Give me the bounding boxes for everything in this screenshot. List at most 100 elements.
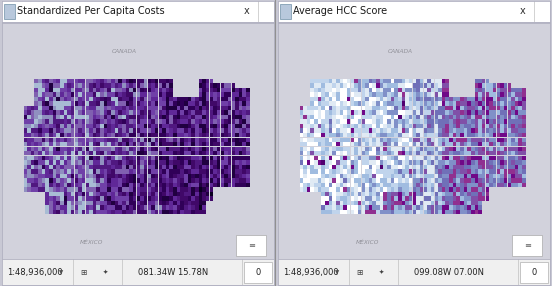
- Bar: [217, 142, 220, 146]
- Bar: [500, 156, 504, 160]
- Bar: [354, 110, 358, 115]
- Bar: [195, 151, 199, 156]
- Bar: [328, 205, 332, 210]
- Bar: [310, 101, 314, 106]
- Bar: [192, 201, 195, 205]
- Bar: [482, 147, 485, 151]
- Bar: [405, 205, 409, 210]
- Bar: [173, 147, 177, 151]
- Bar: [228, 97, 231, 101]
- Bar: [402, 192, 405, 196]
- Bar: [97, 138, 100, 142]
- Bar: [460, 205, 464, 210]
- Bar: [63, 133, 67, 137]
- Bar: [129, 169, 133, 174]
- Bar: [384, 201, 387, 205]
- Bar: [108, 147, 111, 151]
- Bar: [166, 128, 169, 133]
- Bar: [431, 183, 434, 187]
- Bar: [365, 196, 369, 201]
- Bar: [56, 174, 60, 178]
- Bar: [475, 178, 478, 183]
- Bar: [376, 192, 380, 196]
- Bar: [45, 124, 49, 128]
- Bar: [343, 120, 347, 124]
- Bar: [89, 165, 93, 169]
- Bar: [45, 101, 49, 106]
- Bar: [71, 92, 75, 97]
- Bar: [376, 124, 380, 128]
- Bar: [493, 92, 496, 97]
- Bar: [321, 115, 325, 119]
- Bar: [416, 79, 420, 83]
- Bar: [518, 142, 522, 146]
- Bar: [354, 138, 358, 142]
- Bar: [394, 101, 398, 106]
- Bar: [166, 160, 169, 164]
- Bar: [416, 133, 420, 137]
- Bar: [475, 160, 478, 164]
- Bar: [310, 106, 314, 110]
- Bar: [453, 106, 457, 110]
- Bar: [217, 165, 220, 169]
- Bar: [416, 115, 420, 119]
- Bar: [49, 133, 52, 137]
- Bar: [369, 187, 373, 192]
- Bar: [82, 83, 86, 88]
- Bar: [420, 133, 423, 137]
- Bar: [402, 156, 405, 160]
- Bar: [376, 169, 380, 174]
- Bar: [431, 115, 434, 119]
- Bar: [504, 88, 507, 92]
- Bar: [188, 97, 191, 101]
- Bar: [507, 83, 511, 88]
- Bar: [434, 79, 438, 83]
- Bar: [147, 174, 151, 178]
- Bar: [122, 174, 125, 178]
- Bar: [126, 205, 129, 210]
- Bar: [89, 97, 93, 101]
- Bar: [56, 178, 60, 183]
- Bar: [181, 128, 184, 133]
- Bar: [38, 133, 41, 137]
- Bar: [434, 142, 438, 146]
- Bar: [307, 110, 310, 115]
- Bar: [82, 174, 86, 178]
- Bar: [89, 192, 93, 196]
- Bar: [246, 160, 250, 164]
- Bar: [100, 79, 104, 83]
- Bar: [31, 142, 34, 146]
- Bar: [38, 183, 41, 187]
- Bar: [166, 165, 169, 169]
- Bar: [471, 187, 475, 192]
- Bar: [108, 183, 111, 187]
- Bar: [192, 110, 195, 115]
- Bar: [479, 147, 482, 151]
- Bar: [75, 120, 78, 124]
- Bar: [351, 156, 354, 160]
- Bar: [195, 178, 199, 183]
- Bar: [246, 156, 250, 160]
- Bar: [224, 169, 228, 174]
- Bar: [104, 165, 107, 169]
- Bar: [122, 210, 125, 214]
- Bar: [67, 156, 71, 160]
- Bar: [217, 101, 220, 106]
- Bar: [438, 138, 442, 142]
- Bar: [328, 79, 332, 83]
- Bar: [75, 201, 78, 205]
- Bar: [93, 101, 97, 106]
- Bar: [49, 174, 52, 178]
- Bar: [235, 88, 238, 92]
- Bar: [78, 110, 82, 115]
- Bar: [169, 83, 173, 88]
- Bar: [464, 165, 467, 169]
- Bar: [162, 201, 166, 205]
- Bar: [332, 88, 336, 92]
- Bar: [213, 106, 217, 110]
- Bar: [195, 201, 199, 205]
- Bar: [67, 88, 71, 92]
- Bar: [52, 210, 56, 214]
- Bar: [518, 133, 522, 137]
- Bar: [52, 115, 56, 119]
